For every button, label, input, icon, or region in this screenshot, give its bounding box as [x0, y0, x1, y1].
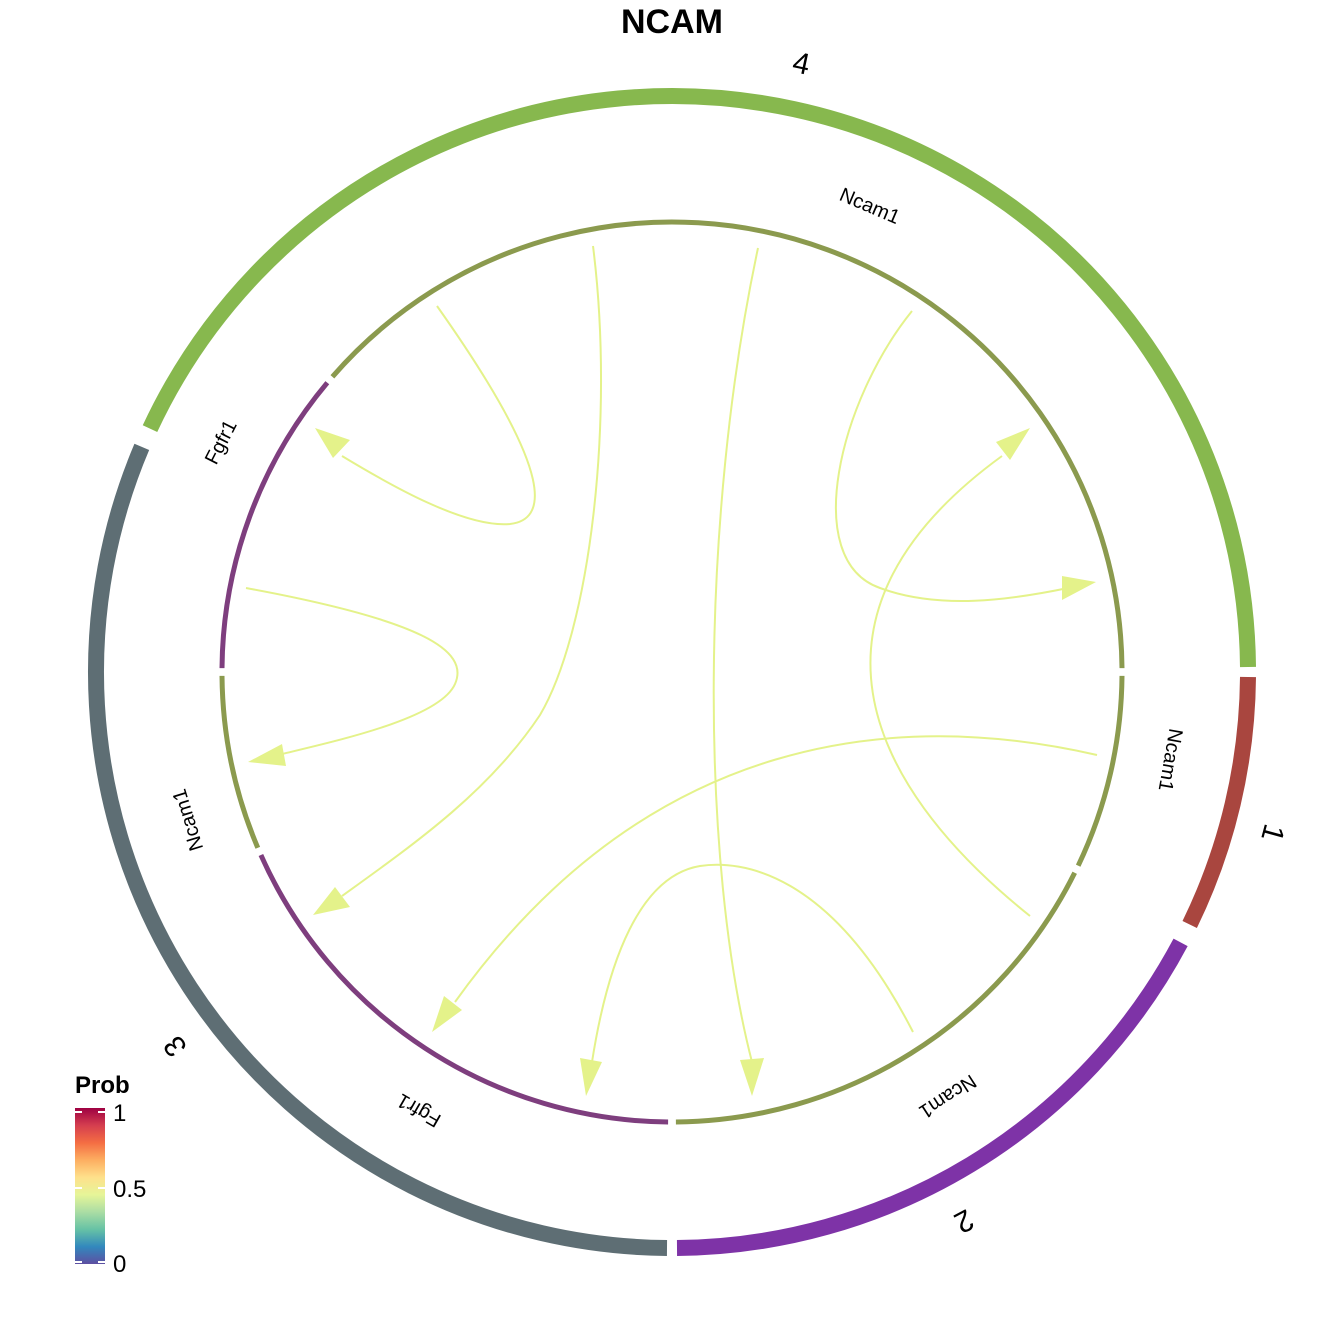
chart-title: NCAM [621, 3, 723, 41]
group-segment-1 [1182, 676, 1256, 929]
chord-link-1-to-3-fgfr1 [454, 735, 1098, 1003]
arrowhead-4-to-3-fgfr1-a [313, 887, 350, 915]
chord-link-4-to-2-ncam1 [712, 247, 759, 1063]
gene-label-ncam1-3: Ncam1 [169, 786, 209, 853]
legend-colorbar [75, 1108, 105, 1264]
arrowhead-4-to-2-ncam1 [740, 1058, 764, 1096]
chord-link-4-to-4-fgfr1 [341, 305, 536, 526]
chord-link-3-to-3-fgfr1 [245, 587, 459, 755]
group-label-3: 3 [157, 1029, 193, 1062]
gene-segment-ncam1-2 [675, 871, 1077, 1125]
gene-segment-ncam1-3 [219, 675, 261, 849]
legend-tick-1: 1 [113, 1100, 126, 1127]
chord-link-4-to-1 [834, 310, 1069, 603]
gene-label-ncam1-4: Ncam1 [836, 184, 903, 229]
legend-tick-0: 0 [113, 1251, 126, 1278]
arrowhead-4-to-4-fgfr1 [315, 428, 350, 458]
chord-link-4-to-3-fgfr1-a [341, 245, 603, 897]
chord-link-2-to-4-fgfr1 [869, 455, 1031, 917]
gene-segment-ncam1-4 [330, 219, 1125, 669]
chord-link-2-to-3-fgfr1 [591, 863, 914, 1063]
group-segment-3 [88, 443, 668, 1256]
gene-label-fgfr1-3: Fgfr1 [393, 1089, 444, 1131]
gene-label-ncam1-1: Ncam1 [1154, 727, 1187, 793]
legend-tick-0-5: 0.5 [113, 1176, 146, 1203]
chord-links [245, 245, 1098, 1096]
legend-title: Prob [75, 1072, 130, 1099]
gene-ring: Ncam1 Ncam1 Fgfr1 Ncam1 Fgfr1 Ncam1 [169, 184, 1187, 1131]
arrowhead-2-to-4-fgfr1 [996, 428, 1030, 460]
group-segment-2 [676, 938, 1188, 1256]
arrowhead-2-to-3-fgfr1 [580, 1058, 602, 1096]
prob-legend: Prob 1 0.5 0 [75, 1072, 146, 1278]
group-label-2: 2 [949, 1202, 979, 1239]
gene-label-ncam1-2: Ncam1 [915, 1070, 980, 1123]
arrowhead-3-to-3-fgfr1 [248, 744, 286, 766]
gene-segment-fgfr1-3 [258, 853, 669, 1125]
group-label-4: 4 [790, 46, 813, 82]
group-ring: 1 2 3 4 [88, 46, 1291, 1256]
gene-label-fgfr1-4: Fgfr1 [201, 417, 242, 469]
gene-segment-ncam1-1 [1075, 675, 1125, 867]
group-segment-4 [142, 88, 1256, 668]
arrowhead-4-to-1 [1062, 576, 1096, 600]
group-label-1: 1 [1254, 821, 1290, 846]
arrowhead-1-to-3-fgfr1 [432, 996, 462, 1032]
gene-segment-fgfr1-4 [219, 381, 330, 669]
